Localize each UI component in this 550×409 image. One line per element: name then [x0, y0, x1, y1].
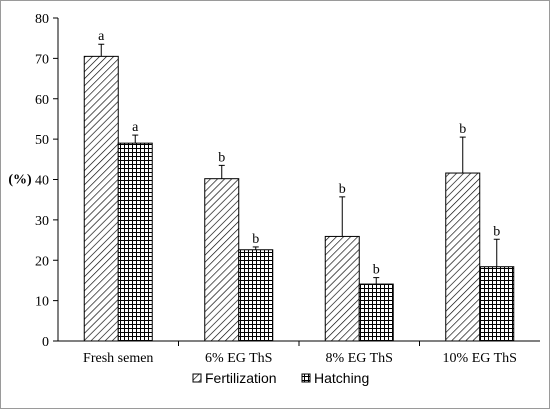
bar-fertilization-3: [445, 172, 481, 342]
bar-fertilization-0: [83, 55, 119, 342]
x-category-label: 6% EG ThS: [205, 351, 272, 366]
significance-label: b: [373, 263, 380, 278]
legend-label-hatching: Hatching: [314, 370, 369, 386]
significance-label: a: [132, 120, 139, 135]
y-tick-label: 40: [35, 174, 49, 189]
legend-swatch-hatching: [301, 373, 311, 383]
x-category-label: 10% EG ThS: [443, 351, 517, 366]
bar-fertilization-2: [324, 235, 360, 342]
y-tick-label: 60: [35, 93, 49, 108]
y-tick-label: 80: [35, 12, 49, 27]
significance-label: b: [493, 224, 500, 239]
y-tick-label: 50: [35, 133, 49, 148]
bar-hatching-3: [479, 266, 515, 342]
significance-label: b: [339, 182, 346, 197]
significance-label: b: [218, 150, 225, 165]
legend-label-fertilization: Fertilization: [205, 370, 277, 386]
bar-hatching-0: [117, 142, 153, 342]
y-tick-label: 0: [42, 335, 49, 350]
bar-hatching-1: [238, 249, 274, 342]
legend-swatch-fertilization: [192, 373, 202, 383]
bar-fertilization-1: [204, 178, 240, 342]
y-axis-label: (%): [8, 173, 32, 188]
significance-label: b: [459, 122, 466, 137]
y-tick-label: 20: [35, 254, 49, 269]
x-category-label: Fresh semen: [83, 351, 153, 366]
significance-label: a: [98, 29, 105, 44]
x-category-label: 8% EG ThS: [326, 351, 393, 366]
significance-label: b: [252, 232, 259, 247]
y-tick-label: 70: [35, 52, 49, 67]
y-tick-label: 30: [35, 214, 49, 229]
y-tick-label: 10: [35, 295, 49, 310]
bar-hatching-2: [358, 283, 394, 342]
